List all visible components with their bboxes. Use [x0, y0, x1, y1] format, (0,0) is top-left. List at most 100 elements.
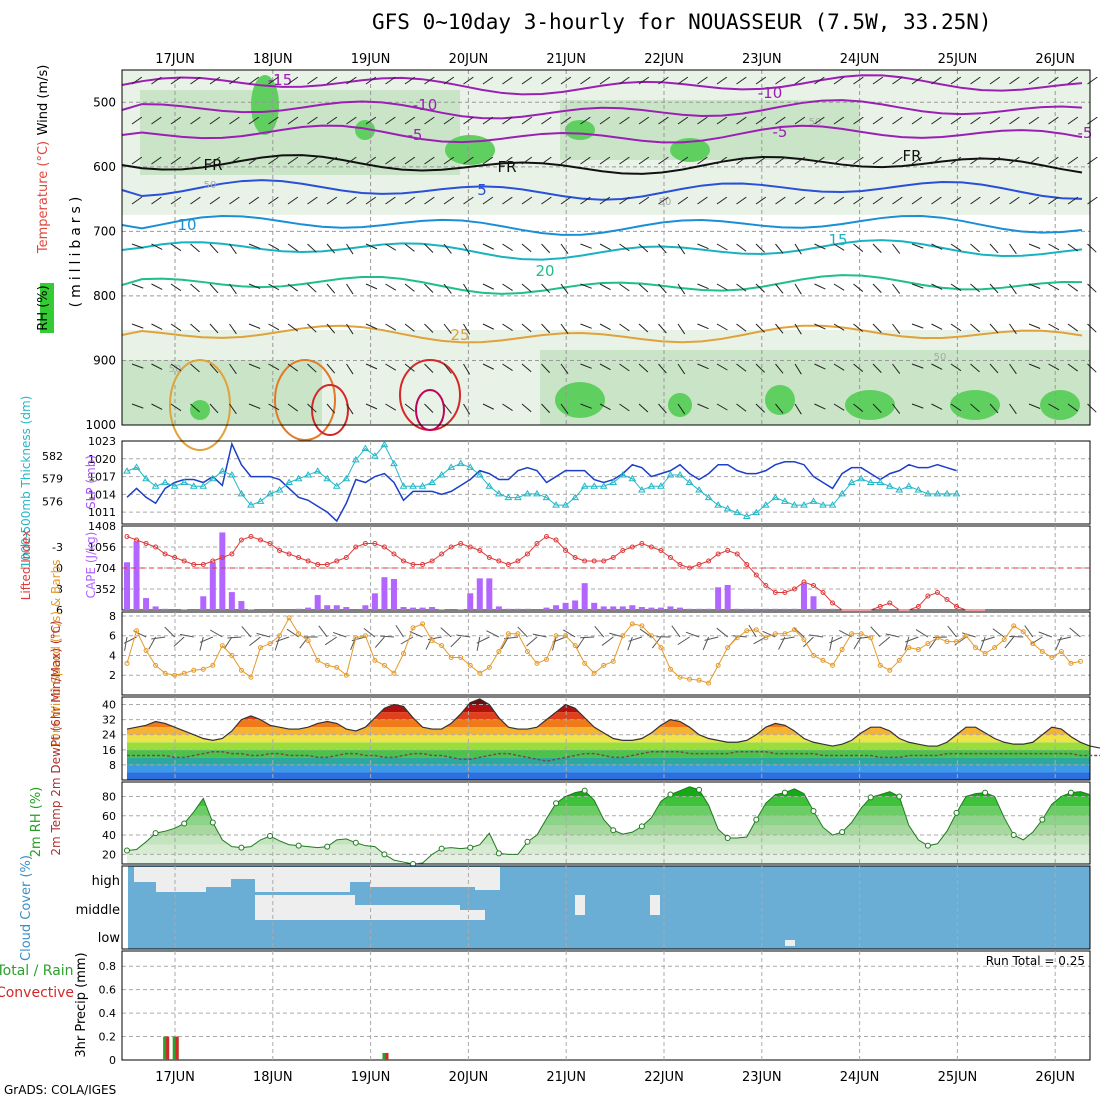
thickness-marker [361, 444, 370, 452]
cape-bar [219, 532, 226, 610]
li-marker [448, 544, 454, 550]
rh-contour-label: 50 [809, 117, 822, 128]
wind-barb [170, 363, 182, 372]
cape-bar [305, 607, 312, 610]
wind-barb [229, 76, 240, 85]
wind-barb [190, 243, 200, 253]
wind-speed-marker [1049, 654, 1055, 660]
wind-barb [443, 76, 455, 85]
cloud-patch [255, 867, 350, 892]
wind-barb [365, 196, 377, 205]
wind-barb [892, 196, 903, 205]
date-label-bottom: 19JUN [351, 1070, 391, 1085]
wind-barb [560, 76, 572, 85]
li-marker [315, 562, 321, 567]
surface-wind-barb [395, 624, 404, 638]
wind-barb [970, 283, 980, 293]
wind-speed-marker [534, 660, 540, 666]
rh-high-area [190, 400, 210, 420]
y-tick-label: 500 [93, 95, 116, 109]
surface-wind-barb [979, 636, 986, 651]
surface-wind-barb [486, 630, 500, 638]
cape-bar [734, 608, 741, 610]
ylabel-temperature: Temperature (°C) [36, 141, 51, 254]
cape-bar [705, 608, 712, 610]
cape-bar [638, 607, 645, 610]
rh-marker [982, 789, 989, 796]
li-marker [830, 600, 836, 606]
surface-wind-barb [450, 636, 462, 648]
wind-barb [658, 76, 669, 85]
thickness-marker [685, 478, 694, 485]
rh-marker [1067, 789, 1074, 796]
wind-speed-marker [868, 635, 874, 641]
rh-marker [924, 842, 931, 849]
wind-speed-marker [877, 662, 883, 668]
thickness-marker [275, 486, 284, 493]
wind-barb [482, 323, 495, 330]
wind-barb [424, 323, 434, 333]
wind-barb [326, 196, 338, 205]
wind-barb [560, 116, 572, 125]
wind-barb [385, 243, 397, 251]
wind-barb [131, 283, 144, 289]
wind-barb [814, 116, 825, 125]
wind-barb [1028, 403, 1041, 409]
isotherm-label: -5 [1078, 124, 1093, 142]
li-marker [572, 555, 578, 560]
date-label-top: 23JUN [742, 52, 782, 67]
rh-shading [540, 350, 1090, 425]
surface-wind-barb [853, 636, 862, 650]
date-label-bottom: 18JUN [253, 1070, 293, 1085]
wind-barb [931, 363, 943, 370]
wind-barb [560, 283, 569, 295]
isotherm-label: 5 [477, 181, 487, 199]
wind-barb [1067, 243, 1079, 252]
wind-barb [872, 403, 882, 413]
wind-barb [1048, 323, 1060, 331]
li-marker [582, 558, 588, 564]
thickness-marker [371, 452, 379, 459]
wind-speed-marker [839, 647, 845, 653]
cape-bar [524, 608, 531, 610]
cape-bar [133, 541, 140, 610]
li-marker [591, 558, 597, 564]
wind-speed-marker [887, 667, 893, 673]
li-marker [505, 562, 511, 567]
wind-barb [307, 196, 318, 205]
isotherm-line [121, 154, 1083, 175]
thickness-marker [809, 497, 818, 504]
wind-barb [346, 403, 354, 415]
rh-marker [209, 819, 216, 826]
wind-barb [658, 283, 667, 294]
wind-barb [755, 156, 767, 165]
surface-wind-barb [1069, 627, 1081, 638]
rh-fill-group [127, 786, 1090, 864]
li-marker [219, 555, 225, 560]
cape-bar [629, 605, 636, 610]
convective-bar [385, 1052, 389, 1060]
surface-wind-barb [671, 625, 681, 638]
wind-barb [326, 323, 336, 334]
wind-speed-marker [810, 652, 816, 658]
wind-speed-marker [362, 633, 368, 639]
surface-wind-barb [173, 636, 185, 647]
surface-wind-barb [249, 636, 261, 647]
wind-barb [404, 363, 415, 372]
wind-speed-marker [467, 662, 473, 668]
date-label-top: 26JUN [1035, 52, 1075, 67]
wind-speed-marker [229, 652, 235, 658]
wind-speed-marker [515, 631, 521, 637]
wind-speed-marker [315, 657, 321, 663]
thickness-marker [857, 474, 866, 482]
wind-barb [443, 116, 455, 125]
rh-marker [381, 851, 388, 858]
wind-barb [580, 156, 591, 165]
wind-speed-marker [782, 631, 788, 637]
wind-barb [872, 116, 884, 125]
wind-speed-marker [134, 628, 140, 634]
rh-band [127, 854, 1090, 864]
wind-barb [931, 116, 942, 125]
wind-speed-marker [753, 627, 759, 633]
cape-bar [810, 596, 817, 610]
